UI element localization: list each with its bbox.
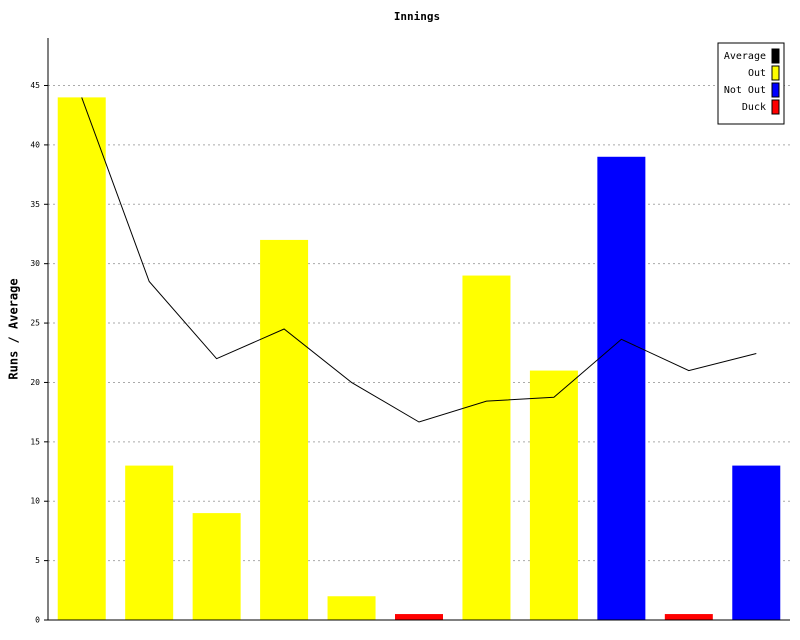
y-tick-label: 35 xyxy=(30,200,40,209)
bar xyxy=(597,156,646,620)
bar xyxy=(57,97,106,620)
y-tick-label: 40 xyxy=(30,140,40,149)
average-line xyxy=(81,97,757,423)
y-tick-label: 15 xyxy=(30,437,40,446)
legend-swatch xyxy=(771,65,780,81)
y-tick-label: 5 xyxy=(35,556,40,565)
bar xyxy=(125,465,174,620)
legend-label: Out xyxy=(748,68,766,79)
y-tick-label: 45 xyxy=(30,81,40,90)
y-tick-label: 0 xyxy=(35,616,40,625)
bar xyxy=(260,239,309,620)
bar xyxy=(529,370,578,620)
legend-swatch xyxy=(771,48,780,64)
y-tick-label: 20 xyxy=(30,378,40,387)
y-tick-label: 30 xyxy=(30,259,40,268)
y-axis-label: Runs / Average xyxy=(7,278,21,379)
bar xyxy=(192,513,241,620)
y-tick-label: 25 xyxy=(30,319,40,328)
legend-swatch xyxy=(771,82,780,98)
legend-swatch xyxy=(771,99,780,115)
bar xyxy=(664,614,713,620)
chart-title: Innings xyxy=(394,10,440,23)
bar xyxy=(327,596,376,620)
bar xyxy=(395,614,443,620)
bar xyxy=(462,275,511,620)
bar xyxy=(732,465,781,620)
y-tick-label: 10 xyxy=(30,497,40,506)
legend-label: Average xyxy=(724,51,766,62)
legend-label: Duck xyxy=(742,102,766,113)
legend-label: Not Out xyxy=(724,85,766,96)
